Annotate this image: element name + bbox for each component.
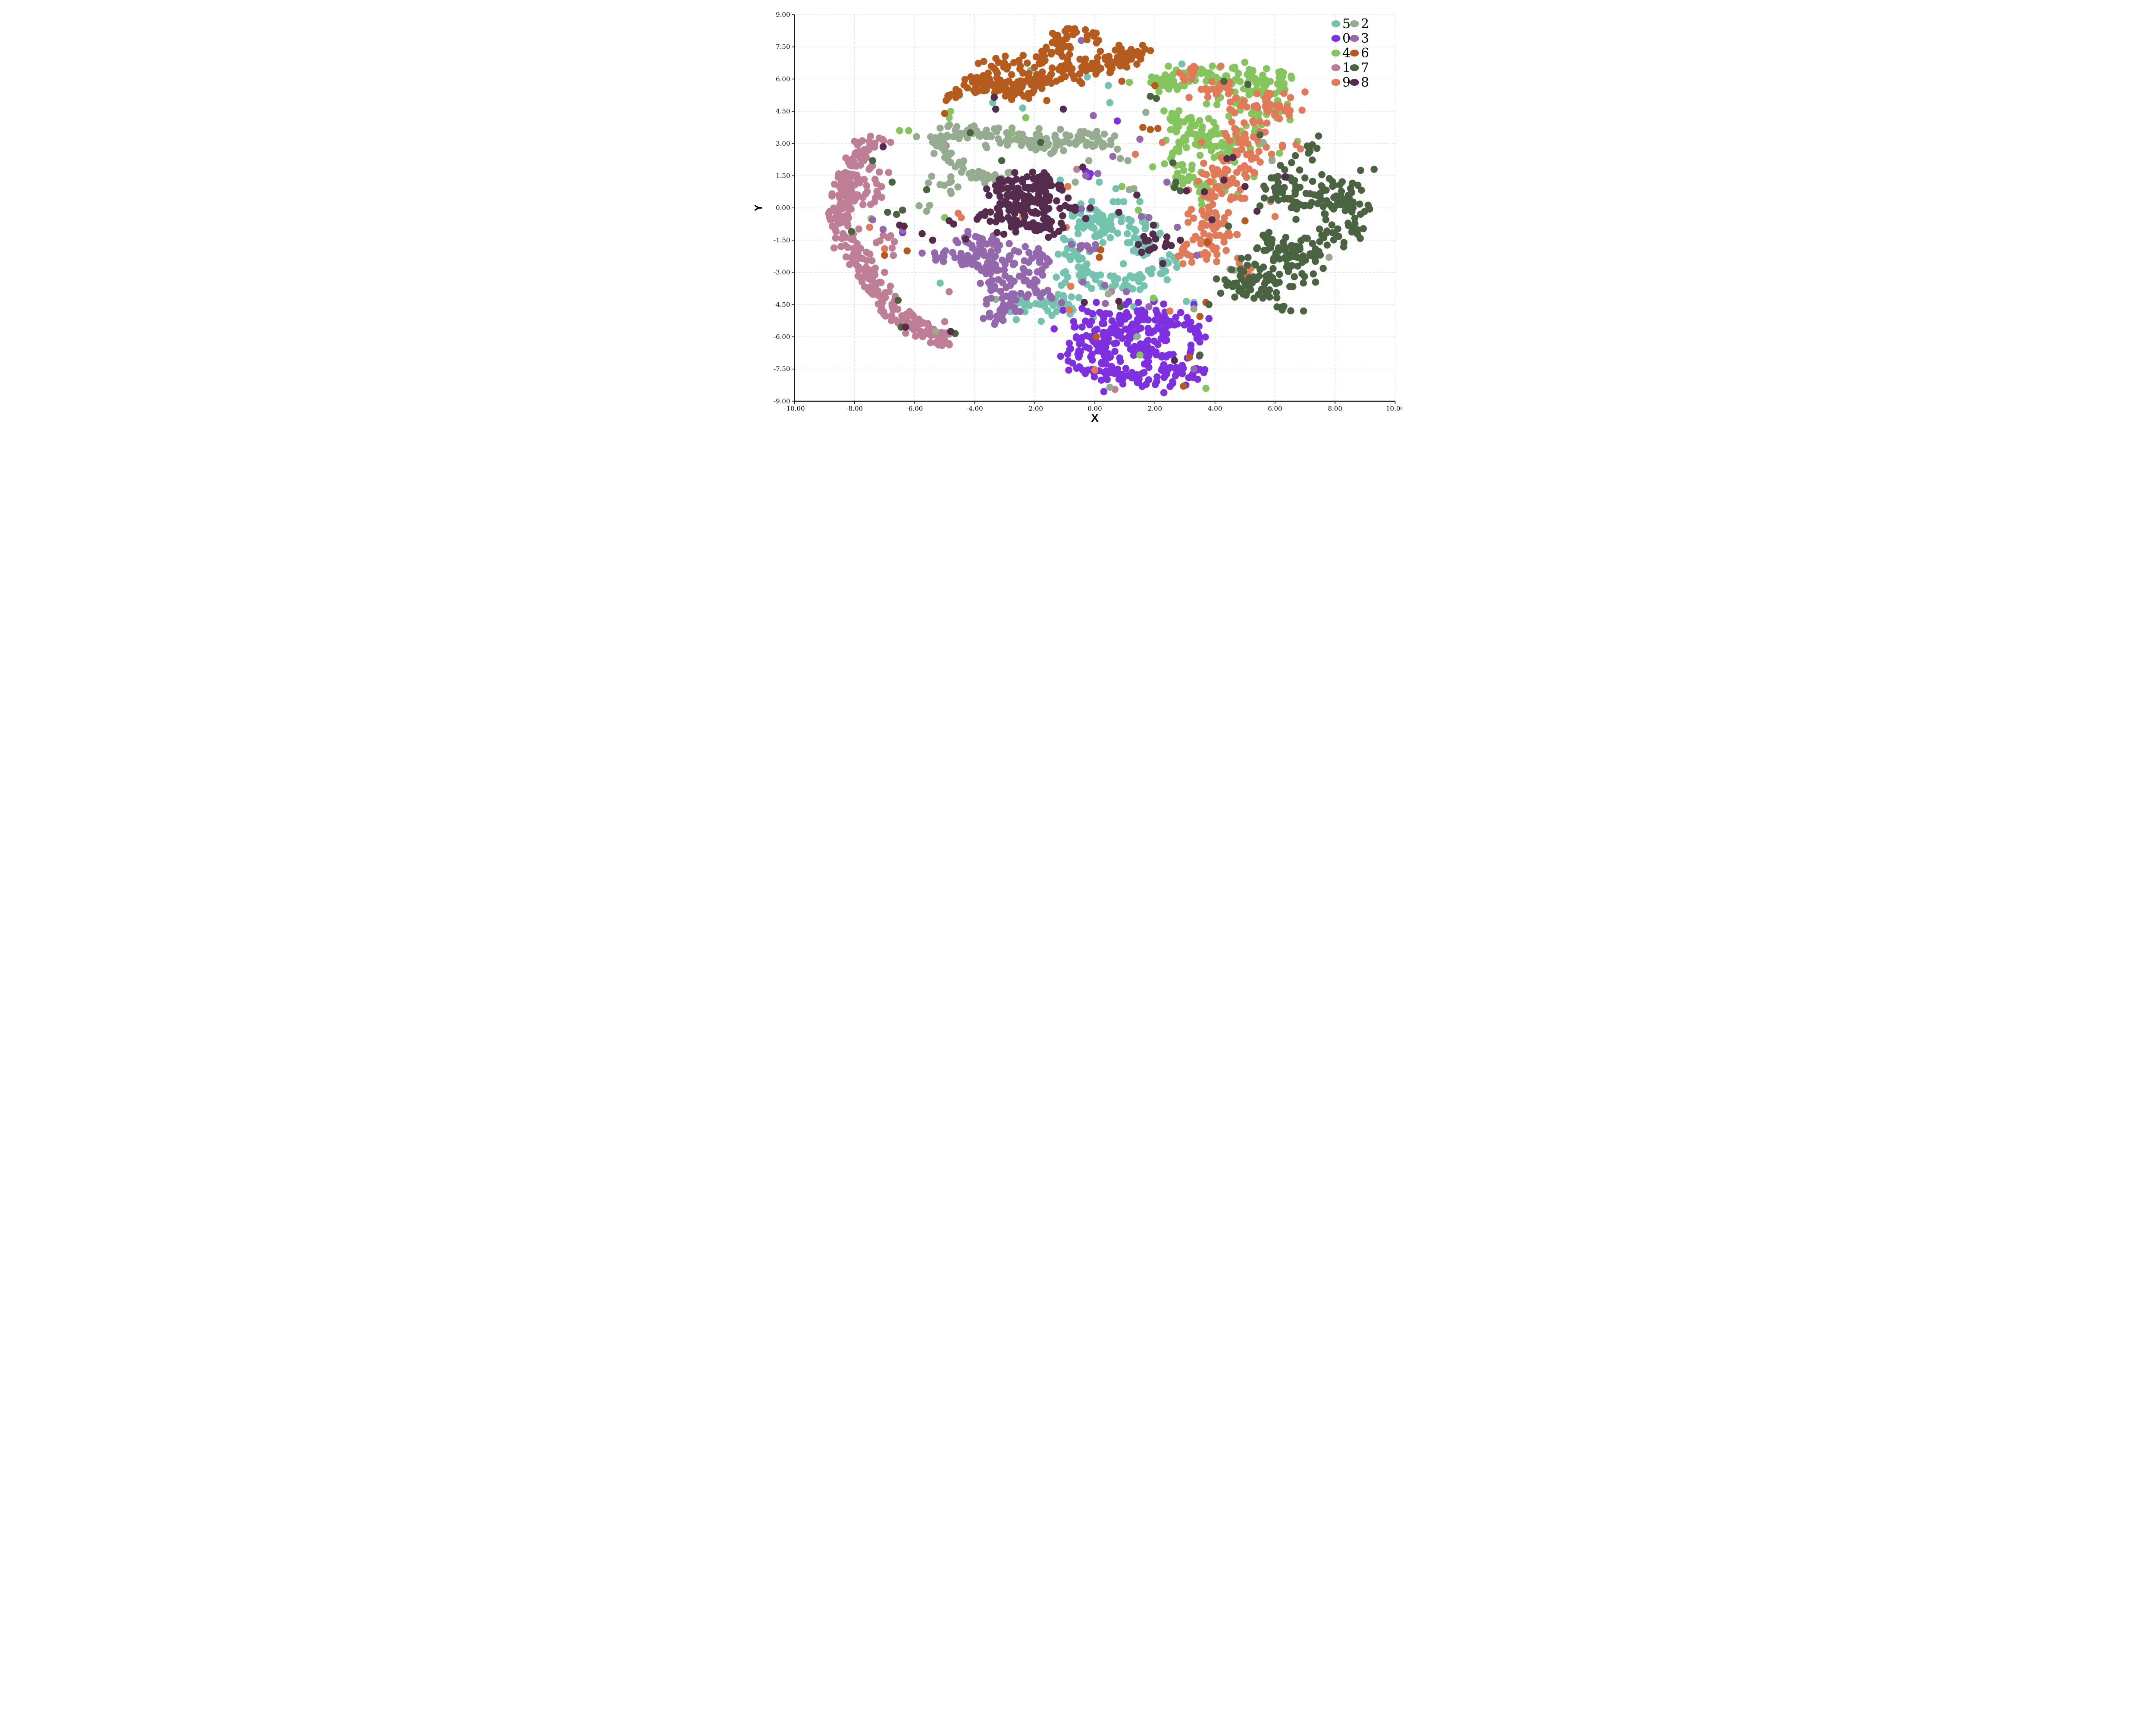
y-tick-label: -7.50 — [774, 365, 790, 373]
cluster-7-points — [848, 78, 1378, 359]
legend-marker-6 — [1350, 50, 1359, 56]
x-tick-label: 8.00 — [1328, 405, 1342, 412]
legend-label-6: 6 — [1361, 46, 1369, 61]
y-tick-label: -4.50 — [774, 301, 790, 308]
legend-item-3: 3 — [1350, 31, 1369, 46]
legend-marker-0 — [1331, 35, 1341, 42]
legend-label-7: 7 — [1361, 60, 1369, 75]
legend-label-2: 2 — [1361, 16, 1369, 31]
legend-item-9: 9 — [1331, 75, 1351, 90]
x-tick-label: -10.00 — [784, 405, 805, 412]
y-tick-label: -3.00 — [774, 269, 790, 276]
legend-item-8: 8 — [1350, 75, 1369, 90]
legend-label-5: 5 — [1342, 16, 1351, 31]
cluster-8-points — [879, 94, 1289, 364]
legend-item-5: 5 — [1331, 16, 1351, 31]
legend-label-0: 0 — [1342, 31, 1351, 46]
legend-marker-3 — [1350, 35, 1359, 42]
y-axis-label: Y — [755, 204, 765, 211]
y-tick-label: 4.50 — [776, 107, 790, 115]
cluster-6-points — [881, 25, 1249, 390]
legend-marker-1 — [1331, 64, 1341, 71]
legend-label-8: 8 — [1361, 75, 1369, 90]
legend-marker-7 — [1350, 64, 1359, 71]
tick-labels: -10.00 -8.00 -6.00 -4.00 -2.00 0.00 2.00 4.00 6.… — [774, 11, 1401, 412]
y-tick-label: -9.00 — [774, 397, 790, 405]
cluster-1-points — [825, 132, 1119, 393]
legend-label-3: 3 — [1361, 31, 1369, 46]
y-tick-label: 3.00 — [776, 140, 790, 147]
legend-label-4: 4 — [1342, 46, 1351, 61]
x-tick-label: 2.00 — [1148, 405, 1162, 412]
y-tick-label: -1.50 — [774, 236, 790, 244]
y-tick-label: 6.00 — [776, 75, 790, 83]
legend-marker-8 — [1350, 79, 1359, 86]
x-tick-label: -8.00 — [846, 405, 863, 412]
legend-item-2: 2 — [1350, 16, 1369, 31]
scatter-chart: -10.00 -8.00 -6.00 -4.00 -2.00 0.00 2.00 4.00 6.… — [755, 11, 1401, 424]
y-tick-label: 0.00 — [776, 204, 790, 212]
figure: -10.00 -8.00 -6.00 -4.00 -2.00 0.00 2.00 4.00 6.… — [755, 0, 1401, 431]
legend-item-0: 0 — [1331, 31, 1351, 46]
y-tick-label: -6.00 — [774, 333, 790, 341]
x-tick-label: 4.00 — [1208, 405, 1222, 412]
x-tick-label: -6.00 — [906, 405, 923, 412]
legend-item-4: 4 — [1331, 46, 1351, 61]
x-tick-label: 6.00 — [1268, 405, 1282, 412]
x-axis-label: X — [1091, 411, 1099, 424]
y-tick-label: 7.50 — [776, 43, 790, 51]
legend-label-1: 1 — [1342, 60, 1351, 75]
x-tick-label: 0.00 — [1087, 405, 1102, 412]
x-tick-label: -2.00 — [1026, 405, 1043, 412]
legend-item-6: 6 — [1350, 46, 1369, 61]
legend-item-7: 7 — [1350, 60, 1369, 75]
legend-marker-2 — [1350, 20, 1359, 27]
legend-marker-4 — [1331, 50, 1341, 56]
x-tick-label: 10.00 — [1386, 405, 1401, 412]
legend-label-9: 9 — [1342, 75, 1351, 90]
legend-marker-5 — [1331, 20, 1341, 27]
y-tick-label: 1.50 — [776, 172, 790, 180]
legend-item-1: 1 — [1331, 60, 1351, 75]
legend-marker-9 — [1331, 79, 1341, 86]
y-tick-label: 9.00 — [776, 11, 790, 19]
cluster-3-points — [869, 37, 1201, 373]
tick-marks — [792, 14, 1396, 404]
x-tick-label: -4.00 — [966, 405, 983, 412]
data-points — [825, 25, 1378, 396]
